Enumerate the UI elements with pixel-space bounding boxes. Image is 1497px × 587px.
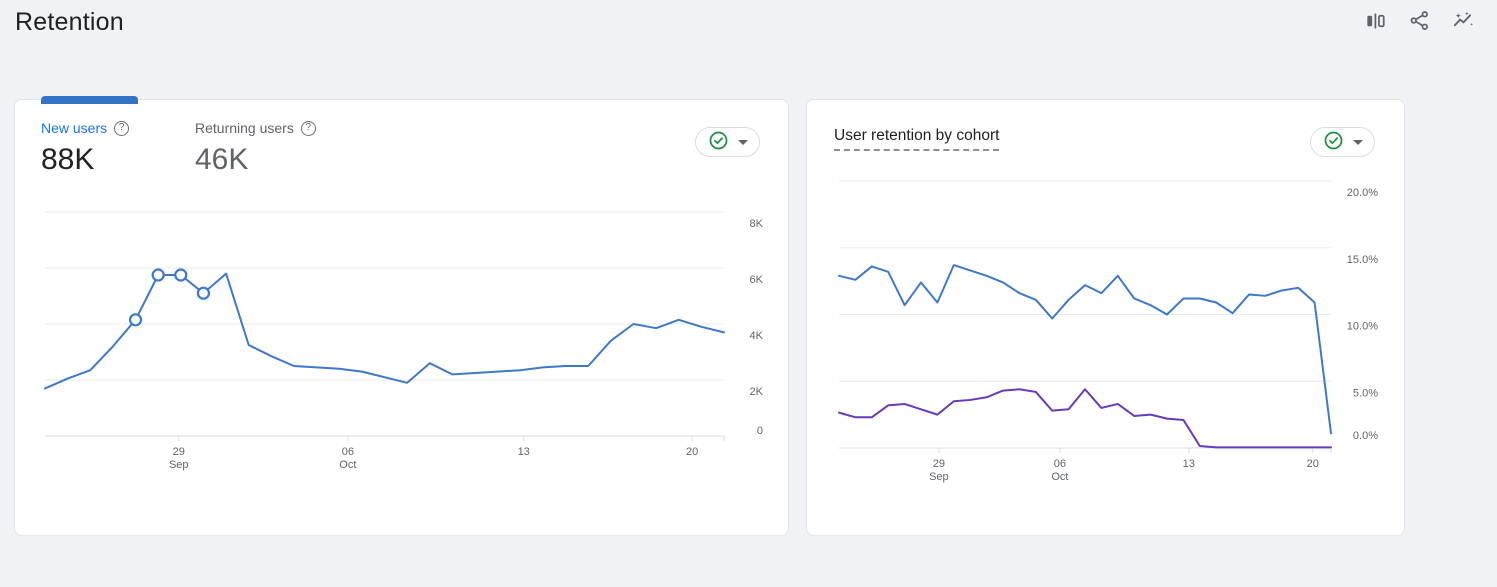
svg-text:13: 13: [518, 446, 530, 458]
svg-text:06: 06: [1054, 458, 1066, 470]
share-icon: [1408, 9, 1431, 35]
cohort-retention-card: User retention by cohort 20.0% 15.0% 10.0%…: [806, 99, 1405, 536]
svg-text:20: 20: [686, 446, 698, 458]
svg-text:Sep: Sep: [929, 471, 949, 483]
svg-text:0: 0: [757, 425, 763, 437]
help-icon[interactable]: ?: [114, 120, 130, 136]
page-title: Retention: [15, 8, 124, 36]
caret-down-icon: [1352, 139, 1363, 145]
caret-down-icon: [737, 139, 748, 145]
tab-returning-users[interactable]: Returning users ? 46K: [195, 120, 316, 177]
svg-text:Sep: Sep: [169, 459, 189, 471]
cohort-card-title[interactable]: User retention by cohort: [834, 127, 1000, 151]
svg-text:2K: 2K: [750, 386, 764, 398]
svg-text:6K: 6K: [750, 274, 764, 286]
share-button[interactable]: [1405, 8, 1433, 36]
header-actions: [1361, 8, 1477, 36]
comparison-icon: [1364, 9, 1387, 35]
help-icon[interactable]: ?: [300, 120, 316, 136]
svg-text:10.0%: 10.0%: [1347, 321, 1378, 333]
svg-text:5.0%: 5.0%: [1353, 387, 1378, 399]
svg-text:29: 29: [173, 446, 185, 458]
svg-text:29: 29: [933, 458, 945, 470]
new-users-value: 88K: [41, 143, 95, 176]
users-trend-card: New users ? 88K Returning users ? 46K 8K…: [14, 96, 790, 536]
svg-text:4K: 4K: [750, 330, 764, 342]
svg-text:20: 20: [1307, 458, 1319, 470]
page-header: Retention: [0, 0, 1497, 56]
selected-tab-indicator: [41, 96, 138, 104]
svg-text:8K: 8K: [750, 218, 764, 230]
svg-text:13: 13: [1183, 458, 1195, 470]
comparison-button[interactable]: [1361, 8, 1389, 36]
svg-text:Oct: Oct: [339, 459, 356, 471]
svg-text:0.0%: 0.0%: [1353, 430, 1378, 442]
returning-users-value: 46K: [195, 143, 249, 176]
data-quality-dropdown[interactable]: [1310, 127, 1375, 157]
svg-text:06: 06: [342, 446, 354, 458]
returning-users-label: Returning users: [195, 120, 294, 136]
data-quality-dropdown[interactable]: [695, 127, 760, 157]
svg-text:15.0%: 15.0%: [1347, 254, 1378, 266]
svg-text:20.0%: 20.0%: [1347, 187, 1378, 199]
new-users-label: New users: [41, 120, 108, 136]
insights-icon: [1452, 9, 1475, 35]
check-circle-icon: [708, 130, 729, 154]
insights-button[interactable]: [1449, 8, 1477, 36]
check-circle-icon: [1323, 130, 1344, 154]
tab-new-users[interactable]: New users ? 88K: [41, 120, 130, 177]
svg-text:Oct: Oct: [1051, 471, 1068, 483]
